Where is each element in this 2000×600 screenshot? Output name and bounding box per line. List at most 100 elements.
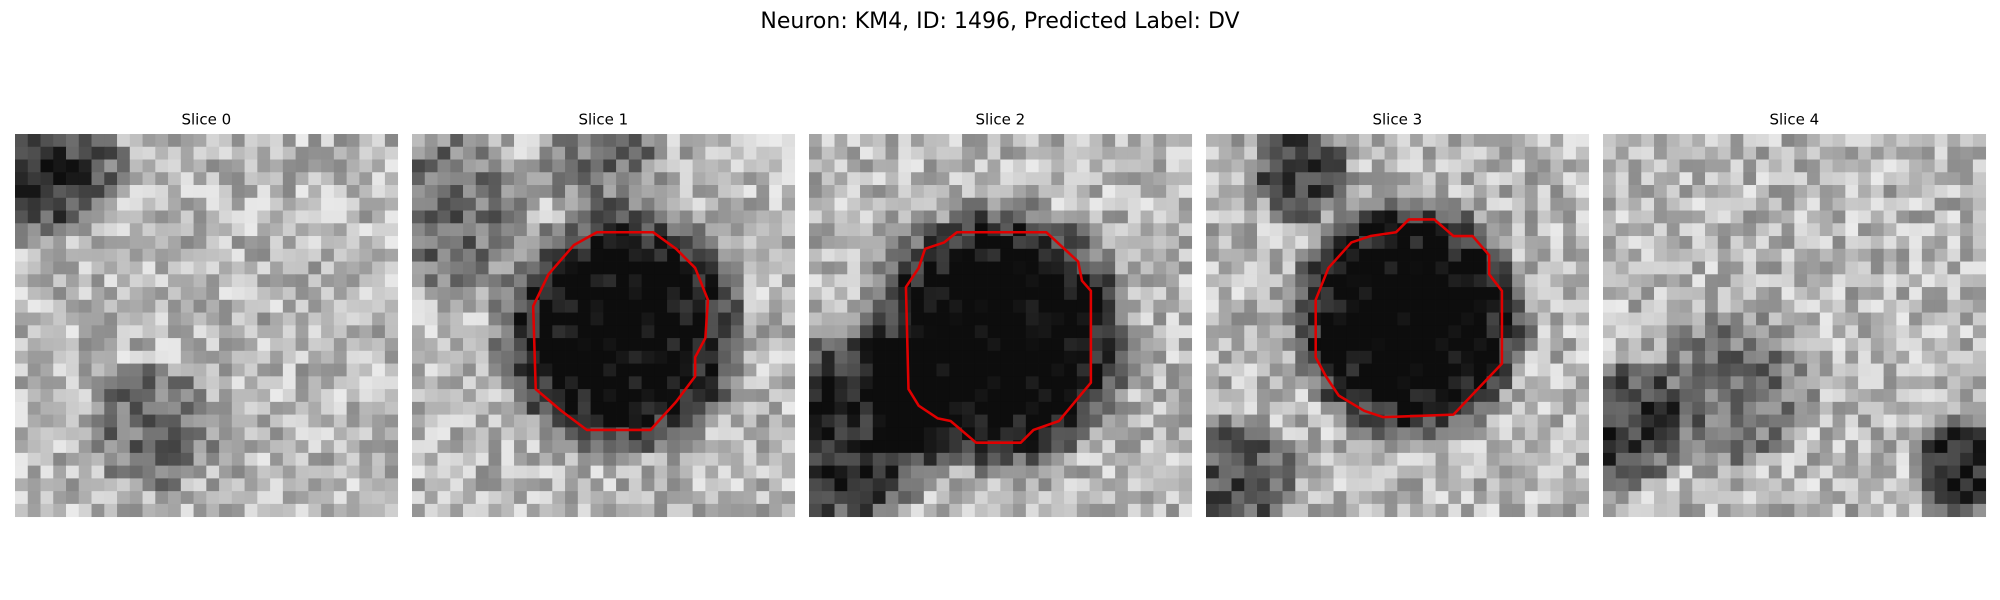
pixel <box>590 491 604 505</box>
pixel <box>847 491 861 505</box>
pixel <box>872 274 886 288</box>
pixel <box>1550 210 1564 224</box>
pixel <box>1206 503 1220 518</box>
pixel <box>962 134 976 148</box>
pixel <box>1921 338 1936 352</box>
pixel <box>359 146 373 160</box>
pixel <box>488 503 502 518</box>
pixel <box>270 261 284 275</box>
pixel <box>142 376 156 390</box>
pixel <box>1257 491 1271 505</box>
pixel <box>282 287 296 301</box>
pixel <box>1730 503 1744 518</box>
pixel <box>1768 389 1782 403</box>
pixel <box>526 401 540 415</box>
pixel <box>552 478 566 492</box>
pixel <box>1550 440 1564 454</box>
pixel <box>257 210 271 224</box>
pixel <box>923 159 937 173</box>
pixel <box>1960 223 1974 237</box>
pixel <box>1435 440 1449 454</box>
pixel <box>962 159 976 173</box>
pixel <box>1730 159 1744 173</box>
pixel <box>1512 338 1526 352</box>
pixel <box>628 261 642 275</box>
pixel <box>384 440 399 454</box>
pixel <box>860 172 874 186</box>
pixel <box>603 401 617 415</box>
pixel <box>923 440 937 454</box>
pixel <box>321 146 335 160</box>
pixel <box>1115 261 1129 275</box>
pixel <box>1947 299 1961 313</box>
pixel <box>1858 146 1872 160</box>
pixel <box>628 440 642 454</box>
pixel <box>1282 465 1296 479</box>
pixel <box>834 376 848 390</box>
pixel <box>641 210 655 224</box>
pixel <box>1295 261 1309 275</box>
pixel <box>847 146 861 160</box>
pixel <box>1486 325 1500 339</box>
pixel <box>450 491 464 505</box>
pixel <box>1883 146 1897 160</box>
pixel <box>1244 197 1258 211</box>
pixel <box>898 427 912 441</box>
pixel <box>1410 465 1424 479</box>
pixel <box>129 465 143 479</box>
pixel <box>1883 478 1897 492</box>
pixel <box>1909 427 1923 441</box>
pixel <box>1320 299 1334 313</box>
pixel <box>577 325 591 339</box>
pixel <box>1359 159 1373 173</box>
pixel <box>1231 465 1245 479</box>
pixel <box>872 440 886 454</box>
pixel <box>1934 172 1948 186</box>
pixel <box>705 134 719 148</box>
pixel <box>679 376 693 390</box>
pixel <box>1461 440 1475 454</box>
pixel <box>962 210 976 224</box>
pixel <box>539 491 553 505</box>
pixel <box>1333 401 1347 415</box>
pixel <box>730 146 745 160</box>
pixel <box>1563 427 1577 441</box>
pixel <box>257 465 271 479</box>
pixel <box>40 503 54 518</box>
pixel <box>1231 389 1245 403</box>
pixel <box>412 134 426 148</box>
pixel <box>809 248 823 262</box>
pixel <box>1089 452 1103 467</box>
pixel <box>1768 287 1782 301</box>
pixel <box>769 350 783 364</box>
pixel <box>962 146 976 160</box>
pixel <box>781 236 796 250</box>
pixel <box>66 197 80 211</box>
pixel <box>1448 299 1462 313</box>
pixel <box>1333 376 1347 390</box>
pixel <box>1127 223 1142 237</box>
pixel <box>1115 223 1129 237</box>
pixel <box>1641 172 1655 186</box>
pixel <box>270 223 284 237</box>
pixel <box>129 261 143 275</box>
pixel <box>244 287 258 301</box>
pixel <box>1013 401 1027 415</box>
pixel <box>1832 338 1846 352</box>
pixel <box>463 223 477 237</box>
pixel <box>1295 185 1309 199</box>
pixel <box>346 452 360 467</box>
pixel <box>1051 503 1065 518</box>
pixel <box>898 248 912 262</box>
pixel <box>565 248 579 262</box>
pixel <box>1448 159 1462 173</box>
pixel <box>1666 287 1680 301</box>
pixel <box>1320 223 1334 237</box>
pixel <box>1257 452 1271 467</box>
pixel <box>1218 427 1232 441</box>
pixel <box>1883 172 1897 186</box>
pixel <box>962 185 976 199</box>
pixel <box>552 197 566 211</box>
pixel <box>1575 503 1590 518</box>
pixel <box>1883 491 1897 505</box>
